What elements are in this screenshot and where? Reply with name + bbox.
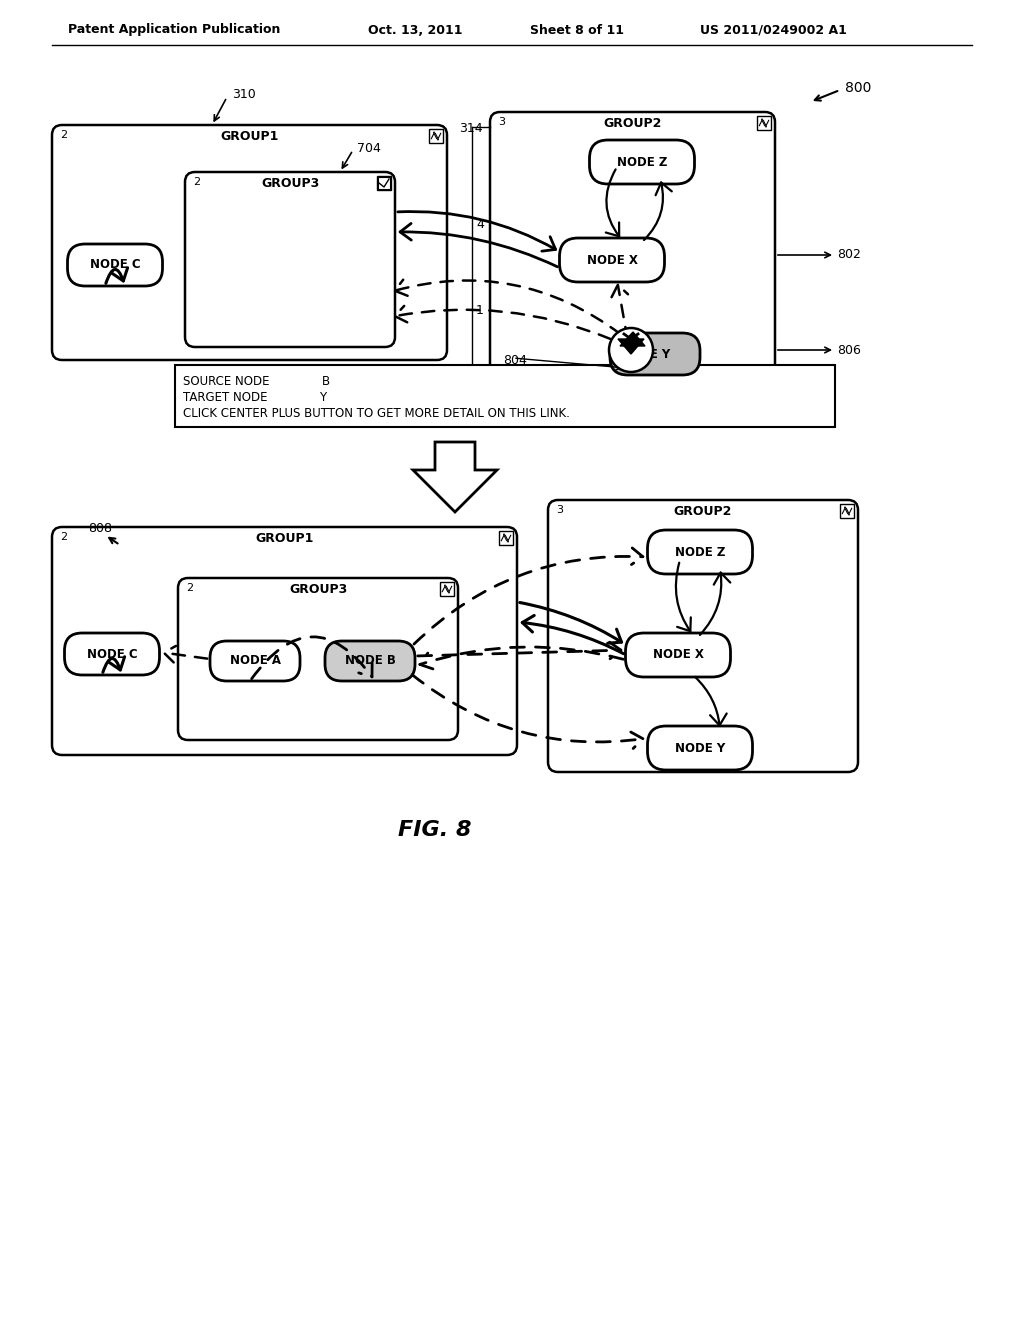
Text: NODE X: NODE X (652, 648, 703, 661)
FancyBboxPatch shape (490, 112, 775, 380)
Text: NODE Y: NODE Y (675, 742, 725, 755)
Text: 804: 804 (503, 354, 527, 367)
FancyBboxPatch shape (68, 244, 163, 286)
Bar (440, 582, 454, 597)
Text: 704: 704 (357, 141, 381, 154)
Text: NODE B: NODE B (344, 655, 395, 668)
FancyBboxPatch shape (210, 642, 300, 681)
Bar (377, 176, 391, 190)
Text: GROUP3: GROUP3 (289, 583, 347, 597)
Text: 2: 2 (60, 129, 68, 140)
Text: Sheet 8 of 11: Sheet 8 of 11 (530, 24, 624, 37)
Text: SOURCE NODE              B: SOURCE NODE B (183, 375, 330, 388)
Text: NODE A: NODE A (229, 655, 281, 668)
FancyBboxPatch shape (52, 527, 517, 755)
Text: Oct. 13, 2011: Oct. 13, 2011 (368, 24, 463, 37)
Text: GROUP3: GROUP3 (261, 177, 319, 190)
Text: 1: 1 (476, 304, 484, 317)
FancyBboxPatch shape (590, 140, 694, 183)
FancyBboxPatch shape (52, 125, 447, 360)
FancyBboxPatch shape (559, 238, 665, 282)
Polygon shape (620, 333, 645, 346)
Text: 314: 314 (459, 121, 482, 135)
Text: CLICK CENTER PLUS BUTTON TO GET MORE DETAIL ON THIS LINK.: CLICK CENTER PLUS BUTTON TO GET MORE DET… (183, 407, 570, 420)
FancyBboxPatch shape (185, 172, 395, 347)
Text: NODE C: NODE C (87, 648, 137, 660)
Text: 3: 3 (556, 506, 563, 515)
Text: TARGET NODE              Y: TARGET NODE Y (183, 391, 327, 404)
Text: 310: 310 (232, 88, 256, 102)
Bar (757, 116, 771, 129)
Text: 808: 808 (88, 521, 112, 535)
FancyBboxPatch shape (178, 578, 458, 741)
FancyBboxPatch shape (325, 642, 415, 681)
Text: NODE C: NODE C (90, 259, 140, 272)
Text: 2: 2 (193, 177, 200, 187)
Text: FIG. 8: FIG. 8 (398, 820, 472, 840)
Text: DE Y: DE Y (640, 347, 670, 360)
Text: 800: 800 (845, 81, 871, 95)
FancyBboxPatch shape (626, 634, 730, 677)
Text: 2: 2 (186, 583, 194, 593)
Text: NODE Z: NODE Z (616, 156, 668, 169)
Circle shape (609, 327, 653, 372)
Text: US 2011/0249002 A1: US 2011/0249002 A1 (700, 24, 847, 37)
FancyBboxPatch shape (647, 726, 753, 770)
Text: 2: 2 (60, 532, 68, 543)
Text: 4: 4 (476, 219, 484, 231)
Bar (429, 129, 443, 143)
Text: GROUP1: GROUP1 (220, 129, 279, 143)
Polygon shape (618, 339, 644, 354)
Text: GROUP2: GROUP2 (674, 506, 732, 517)
FancyBboxPatch shape (65, 634, 160, 675)
FancyBboxPatch shape (548, 500, 858, 772)
Bar (378, 177, 390, 189)
Bar (840, 504, 854, 517)
Text: Patent Application Publication: Patent Application Publication (68, 24, 281, 37)
Text: 806: 806 (837, 343, 861, 356)
Text: 802: 802 (837, 248, 861, 261)
FancyBboxPatch shape (647, 531, 753, 574)
Text: GROUP2: GROUP2 (603, 117, 662, 129)
Polygon shape (413, 442, 497, 512)
Text: GROUP1: GROUP1 (255, 532, 313, 545)
Text: NODE Z: NODE Z (675, 545, 725, 558)
Text: NODE X: NODE X (587, 253, 637, 267)
Text: 3: 3 (498, 117, 505, 127)
Bar (175, 366, 835, 426)
Bar (499, 531, 513, 545)
FancyBboxPatch shape (610, 333, 700, 375)
